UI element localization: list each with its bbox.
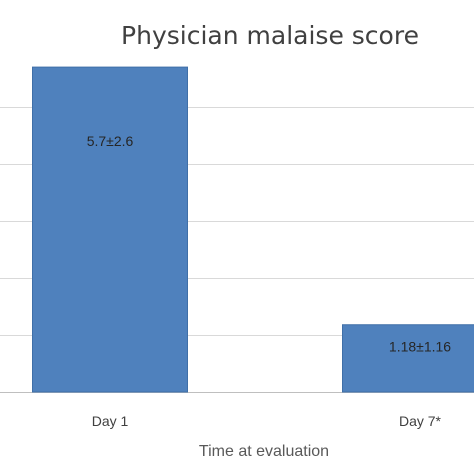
x-tick-labels: Day 1 Day 7*	[92, 413, 442, 429]
x-tick-label-1: Day 1	[92, 413, 129, 429]
bar-1	[32, 66, 188, 393]
bars: 5.7±2.6 1.18±1.16	[32, 66, 474, 393]
x-axis-label: Time at evaluation	[199, 443, 329, 460]
data-label-2: 1.18±1.16	[389, 339, 451, 355]
data-label-1: 5.7±2.6	[87, 133, 134, 149]
bar-2	[342, 324, 474, 393]
x-tick-label-2: Day 7*	[399, 413, 442, 429]
chart-title: Physician malaise score	[121, 21, 419, 50]
